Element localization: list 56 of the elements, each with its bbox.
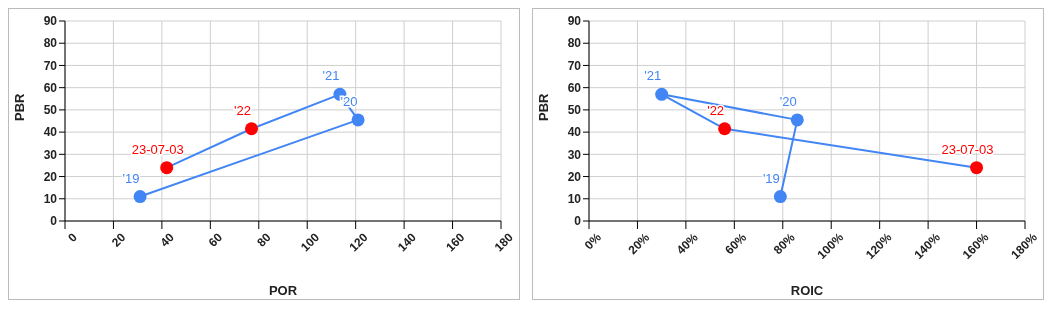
x-axis-title: ROIC [790,283,824,298]
point [773,190,787,204]
y-tick-label: 20 [567,169,582,184]
annotation: 23-07-03 [131,141,184,157]
x-tick-label: 80% [770,230,798,258]
x-tick-label: 40 [157,230,177,250]
y-tick-label: 50 [43,103,58,118]
y-tick-label: 80 [43,36,58,51]
y-tick-label: 60 [43,80,58,95]
y-tick-label: 30 [43,147,58,162]
y-tick-label: 10 [43,192,58,207]
x-tick-label: 80 [254,230,274,250]
point [160,161,174,175]
annotation: '19 [122,170,140,186]
y-tick-label: 50 [567,103,582,118]
annotation: '21 [644,68,662,84]
annotation: '22 [234,102,251,118]
point [970,161,984,175]
annotation: '22 [707,102,725,118]
y-axis-title: PBR [535,92,551,121]
x-tick-label: 140 [394,230,420,255]
x-tick-label: 60 [205,230,226,250]
y-tick-label: 80 [567,36,582,51]
annotation: 23-07-03 [941,141,994,157]
annotation: '21 [322,68,340,84]
annotation: '20 [779,93,797,109]
y-axis-title: PBR [11,92,27,121]
y-tick-label: 40 [567,125,582,140]
point [133,190,147,204]
point [655,87,669,101]
point [790,113,804,127]
point [245,122,259,136]
x-tick-label: 60% [722,230,750,258]
y-tick-label: 70 [43,58,58,73]
point [351,113,365,127]
x-tick-label: 0% [581,230,605,253]
y-tick-label: 0 [50,214,58,229]
x-tick-label: 160 [443,230,468,255]
y-tick-label: 90 [43,14,58,29]
annotation: '19 [762,170,780,186]
y-tick-label: 90 [567,14,582,29]
x-tick-label: 40% [673,230,701,258]
y-tick-label: 10 [567,192,582,207]
y-tick-label: 30 [567,147,582,162]
y-tick-label: 0 [574,214,582,229]
y-tick-label: 40 [43,125,58,140]
x-tick-label: 180 [491,230,517,255]
y-tick-label: 60 [567,80,582,95]
point [718,122,732,136]
x-tick-label: 0 [65,230,81,245]
x-tick-label: 120 [346,230,371,255]
x-tick-label: 100 [298,230,323,255]
y-tick-label: 20 [43,169,58,184]
y-tick-label: 70 [567,58,582,73]
x-axis-title: POR [268,283,298,298]
x-tick-label: 20 [108,230,129,250]
